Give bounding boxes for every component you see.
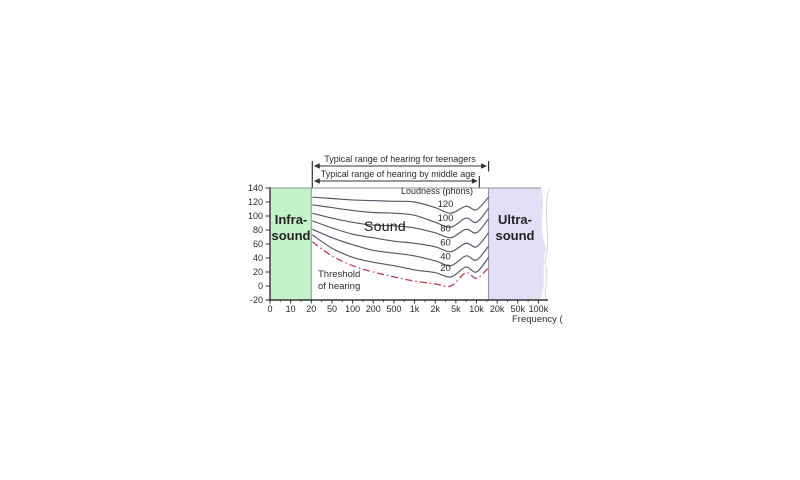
teen-range-label: Typical range of hearing for teenagers bbox=[324, 154, 476, 164]
x-tick-label: 2k bbox=[430, 304, 440, 314]
y-tick-label: 100 bbox=[248, 211, 263, 221]
x-tick-label: 100k bbox=[529, 304, 549, 314]
arrowhead-right bbox=[481, 163, 488, 169]
y-tick-label: 0 bbox=[258, 281, 263, 291]
loudness-curve-80 bbox=[312, 212, 490, 239]
x-tick-label: 50 bbox=[327, 304, 337, 314]
x-tick-label: 10 bbox=[286, 304, 296, 314]
x-tick-label: 20k bbox=[490, 304, 505, 314]
arrowhead-left bbox=[313, 163, 320, 169]
y-tick-label: 20 bbox=[253, 267, 263, 277]
regions-layer bbox=[270, 188, 550, 300]
torn-edge-decoration bbox=[544, 188, 550, 300]
x-tick-label: 0 bbox=[267, 304, 272, 314]
range-arrows-layer bbox=[311, 161, 490, 188]
x-tick-label: 50k bbox=[511, 304, 526, 314]
infrasound-label-line1: Infra- bbox=[275, 212, 308, 227]
x-tick-label: 5k bbox=[451, 304, 461, 314]
loudness-curve-20 bbox=[312, 234, 490, 278]
x-tick-label: 100 bbox=[345, 304, 360, 314]
y-tick-label: 120 bbox=[248, 197, 263, 207]
x-tick-label: 500 bbox=[386, 304, 401, 314]
sound-label: Sound bbox=[364, 218, 406, 234]
x-tick-label: 200 bbox=[366, 304, 381, 314]
curve-label-40: 40 bbox=[440, 252, 451, 263]
text-layer: Typical range of hearing for teenagers T… bbox=[272, 154, 564, 325]
curve-label-20: 20 bbox=[440, 263, 451, 274]
curve-label-80: 80 bbox=[440, 224, 451, 235]
infrasound-label-line2: sound bbox=[272, 228, 311, 243]
curve-label-100: 100 bbox=[438, 213, 454, 224]
threshold-curve bbox=[312, 241, 490, 288]
loudness-phons-label: Loudness (phons) bbox=[401, 186, 473, 196]
curve-label-120: 120 bbox=[438, 199, 454, 210]
ultrasound-region bbox=[488, 188, 546, 300]
ultrasound-label-line1: Ultra- bbox=[498, 212, 532, 227]
arrowhead-right bbox=[471, 178, 478, 184]
x-tick-label: 10k bbox=[469, 304, 484, 314]
y-tick-label: 60 bbox=[253, 239, 263, 249]
curve-label-60: 60 bbox=[440, 238, 451, 249]
loudness-curve-60 bbox=[312, 220, 490, 253]
y-tick-label: 80 bbox=[253, 225, 263, 235]
loudness-curve-100 bbox=[312, 204, 490, 228]
arrowhead-left bbox=[313, 178, 320, 184]
y-tick-label: 140 bbox=[248, 183, 263, 193]
threshold-label-line1: Threshold bbox=[318, 269, 360, 280]
y-tick-label: -20 bbox=[250, 295, 263, 305]
y-tick-label: 40 bbox=[253, 253, 263, 263]
frequency-axis-label: Frequency ( bbox=[512, 314, 564, 325]
loudness-curve-120 bbox=[312, 196, 490, 214]
threshold-label-line2: of hearing bbox=[318, 281, 360, 292]
ultrasound-label-line2: sound bbox=[496, 228, 535, 243]
loudness-curve-40 bbox=[312, 228, 490, 267]
middle-age-range-label: Typical range of hearing by middle age bbox=[321, 169, 476, 179]
x-tick-label: 20 bbox=[306, 304, 316, 314]
infrasound-region bbox=[270, 188, 312, 300]
x-tick-label: 1k bbox=[410, 304, 420, 314]
